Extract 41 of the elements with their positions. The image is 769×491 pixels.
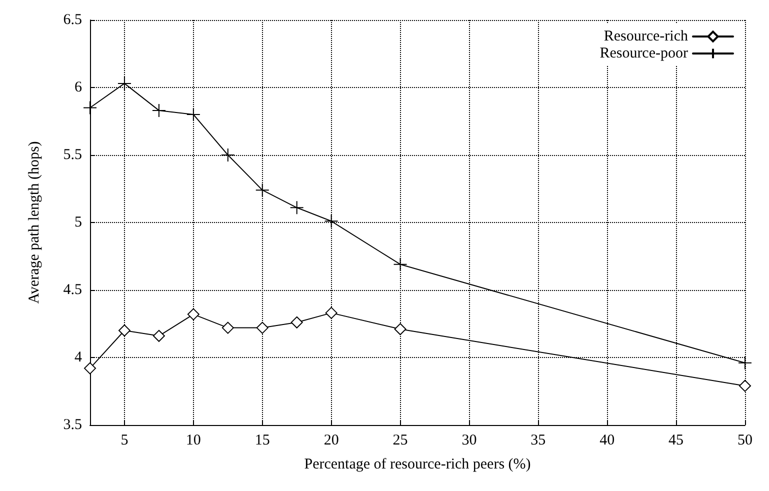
y-tick-label: 6	[74, 80, 82, 96]
x-tick-label: 35	[530, 432, 546, 448]
x-tick-label: 50	[738, 432, 752, 448]
point	[393, 257, 408, 272]
point	[222, 322, 234, 334]
y-tick-label: 5.5	[63, 147, 82, 163]
y-tick-label: 3.5	[63, 417, 82, 433]
x-tick-label: 40	[600, 432, 615, 448]
y-tick-label: 6.5	[63, 12, 82, 28]
y-tick-label: 4.5	[63, 282, 82, 298]
x-tick-label: 15	[254, 432, 270, 448]
point	[256, 322, 268, 334]
point	[394, 323, 406, 336]
x-tick-label: 20	[324, 432, 339, 448]
point	[118, 324, 130, 336]
x-tick-label: 5	[120, 432, 128, 448]
point	[739, 380, 751, 392]
point	[83, 100, 97, 115]
x-axis-title: Percentage of resource-rich peers (%)	[304, 456, 531, 472]
point	[152, 103, 166, 118]
legend-label: Resource-rich	[604, 28, 688, 44]
point	[84, 362, 96, 374]
x-tick-label: 25	[392, 432, 408, 448]
y-axis-title: Average path length (hops)	[26, 141, 42, 304]
point	[220, 148, 235, 162]
point	[290, 316, 303, 328]
point	[152, 330, 165, 342]
point	[738, 356, 752, 370]
point	[255, 183, 270, 198]
point	[117, 76, 132, 90]
x-tick-label: 45	[668, 432, 684, 448]
point	[325, 306, 338, 319]
legend-label: Resource-poor	[600, 46, 688, 62]
point	[290, 200, 304, 215]
point	[324, 214, 338, 228]
point	[186, 108, 200, 122]
x-tick-label: 30	[462, 432, 477, 448]
x-tick-label: 10	[186, 432, 201, 448]
y-tick-label: 4	[74, 350, 82, 366]
point	[187, 308, 200, 320]
y-tick-label: 5	[74, 214, 82, 230]
